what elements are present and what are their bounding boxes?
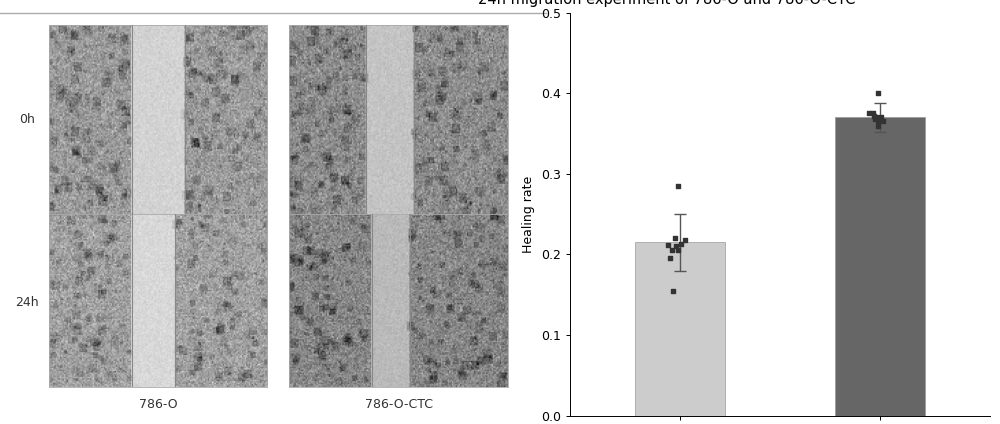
- Point: [664, 247, 680, 254]
- Point: [662, 255, 678, 262]
- Point: [875, 118, 891, 125]
- Point: [868, 114, 884, 121]
- Point: [867, 116, 883, 123]
- Point: [673, 240, 689, 247]
- Point: [670, 183, 686, 190]
- Y-axis label: Healing rate: Healing rate: [522, 176, 535, 253]
- Text: 24h: 24h: [15, 296, 39, 309]
- Bar: [635, 243, 725, 416]
- Point: [660, 241, 676, 248]
- Point: [668, 243, 684, 250]
- Text: 24h migration experiment of 786-O and 786-O-CTC: 24h migration experiment of 786-O and 78…: [478, 0, 855, 7]
- Point: [667, 235, 683, 242]
- Point: [870, 90, 886, 97]
- Point: [870, 118, 886, 125]
- Point: [861, 110, 877, 117]
- Text: 786-O: 786-O: [139, 399, 178, 411]
- Bar: [835, 117, 925, 416]
- Point: [670, 247, 686, 254]
- Text: 786-O-CTC: 786-O-CTC: [365, 399, 433, 411]
- Point: [677, 237, 693, 243]
- Text: 0h: 0h: [19, 113, 35, 126]
- Point: [665, 287, 681, 294]
- Point: [865, 110, 881, 117]
- Point: [870, 122, 886, 129]
- Point: [873, 114, 889, 121]
- Point: [866, 112, 882, 119]
